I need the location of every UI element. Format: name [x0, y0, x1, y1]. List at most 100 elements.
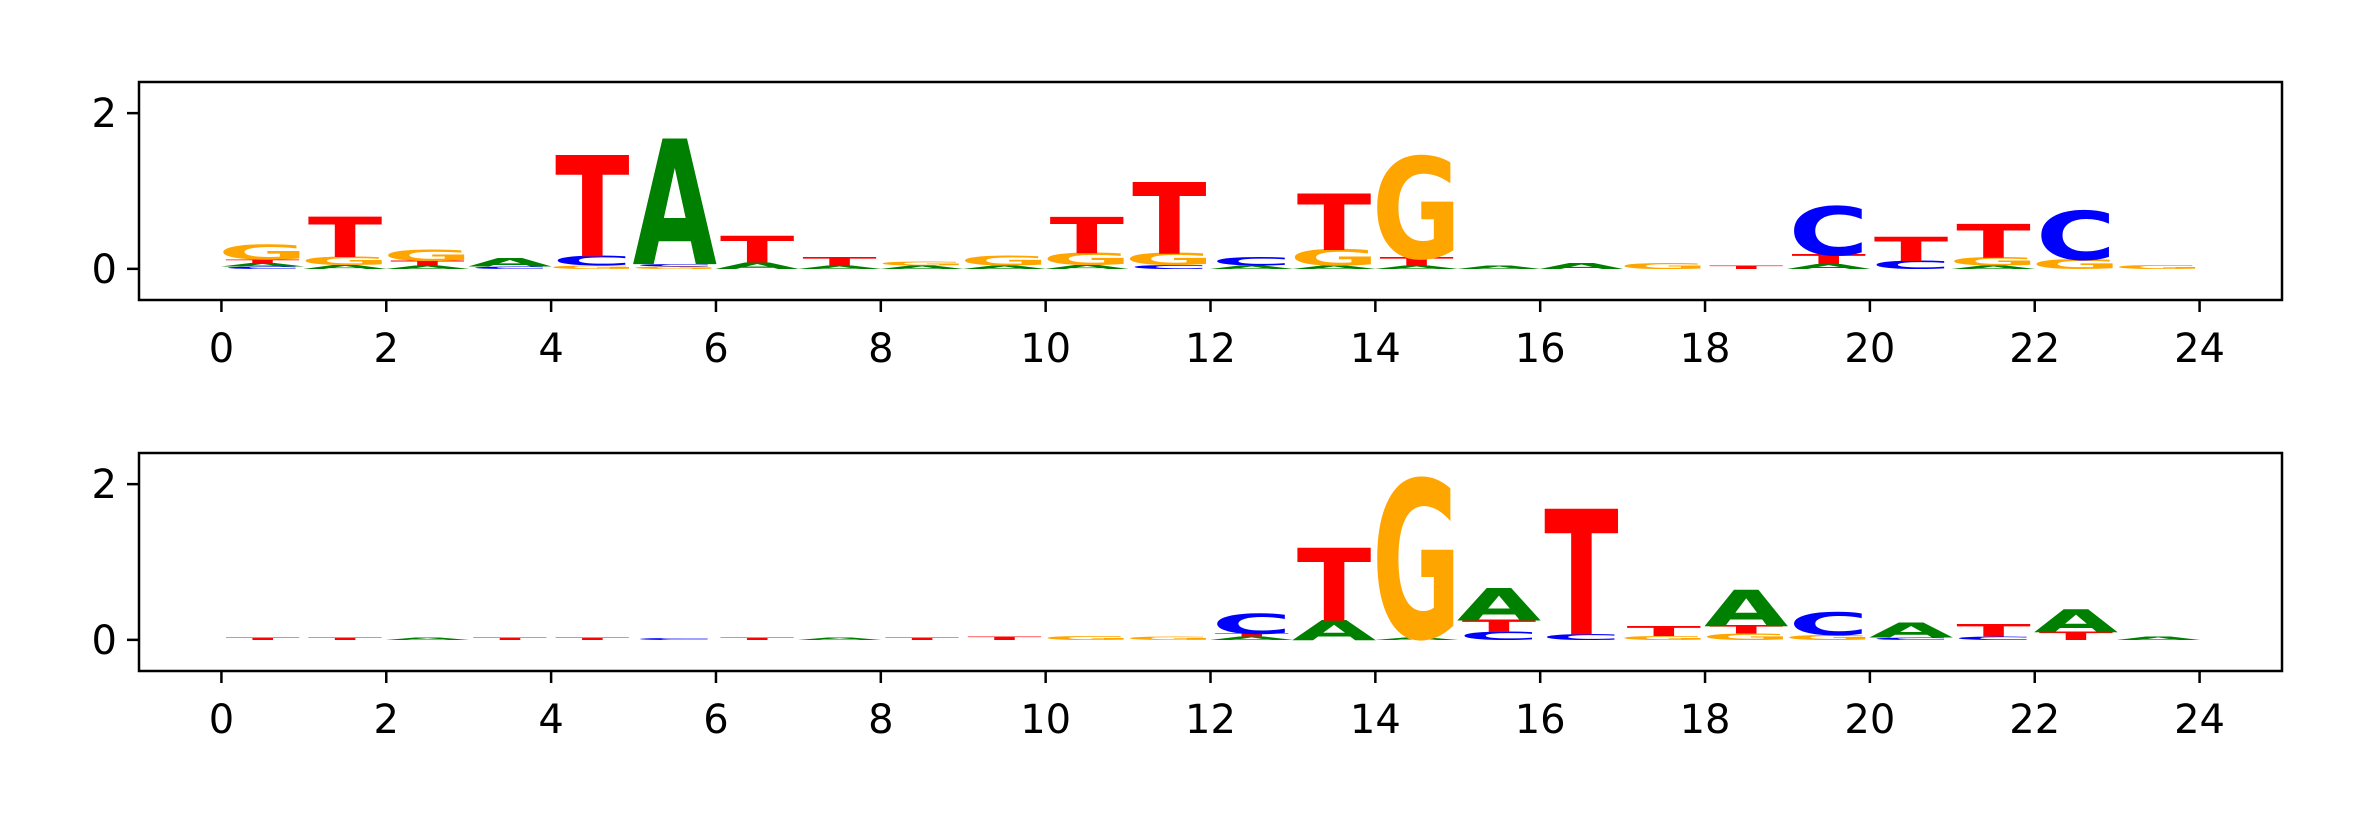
logo-letter-A-pos-10: A	[1045, 264, 1130, 270]
logo-letter-A-pos-14: A	[1374, 637, 1459, 641]
logo-letter-G-pos-8: G	[877, 261, 967, 267]
x-tick-label: 10	[1020, 326, 1071, 372]
x-tick-label: 24	[2174, 697, 2225, 743]
logo-letter-T-pos-10: T	[1050, 207, 1125, 265]
x-tick-label: 24	[2174, 326, 2225, 372]
x-tick-label: 14	[1350, 697, 1401, 743]
x-tick-label: 14	[1350, 326, 1401, 372]
logo-letter-T-pos-20: T	[1874, 230, 1948, 269]
logo-letter-T-pos-4: T	[555, 128, 629, 289]
logo-letter-A-pos-0: A	[220, 262, 305, 267]
logo-letter-C-pos-4: C	[552, 254, 632, 269]
logo-letter-A-pos-15: A	[1457, 579, 1542, 631]
x-tick-label: 4	[538, 697, 563, 743]
logo-letter-T-pos-0: T	[225, 258, 300, 264]
logo-letter-T-pos-19: T	[1791, 252, 1865, 267]
logo-letter-T-pos-13: T	[1297, 179, 1372, 269]
x-tick-label: 6	[703, 697, 728, 743]
logo-letter-T-pos-0: T	[225, 637, 300, 641]
x-tick-label: 2	[374, 326, 399, 372]
logo-letter-C-pos-3: C	[470, 266, 550, 270]
logo-letter-A-pos-6: A	[715, 261, 800, 271]
logo-letter-G-pos-14: G	[1372, 438, 1462, 689]
x-tick-label: 16	[1515, 326, 1566, 372]
logo-letter-T-pos-3: T	[473, 637, 548, 641]
logo-letter-G-pos-17: G	[1619, 635, 1709, 641]
logo-letter-C-pos-19: C	[1789, 194, 1869, 271]
logo-letter-G-pos-14: G	[1372, 130, 1462, 291]
logo-letter-T-pos-15: T	[1462, 617, 1536, 636]
logo-letter-G-pos-18: G	[1701, 632, 1791, 642]
y-tick-label: 0	[92, 247, 117, 293]
logo-letter-T-pos-18: T	[1709, 623, 1784, 636]
logo-letter-A-pos-13: A	[1292, 265, 1377, 270]
x-tick-label: 6	[703, 326, 728, 372]
logo-letter-G-pos-13: G	[1289, 245, 1379, 271]
x-tick-label: 18	[1680, 326, 1731, 372]
x-tick-label: 12	[1185, 326, 1236, 372]
logo-letter-A-pos-2: A	[385, 265, 470, 270]
logo-letter-T-pos-6: T	[720, 229, 795, 272]
logo-letter-A-pos-5: A	[633, 105, 717, 306]
logo-letter-A-pos-18: A	[1704, 580, 1789, 638]
logo-letter-A-pos-1: A	[303, 264, 388, 270]
logo-letter-C-pos-19: C	[1789, 606, 1869, 642]
logo-letter-C-pos-12: C	[1212, 256, 1292, 269]
logo-letter-T-pos-7: T	[802, 256, 877, 269]
logo-letter-G-pos-19: G	[1784, 634, 1874, 642]
logo-letter-G-pos-17: G	[1619, 262, 1709, 271]
logo-letter-T-pos-21: T	[1956, 622, 2030, 641]
y-tick-label: 2	[92, 462, 117, 508]
logo-letter-T-pos-18: T	[1709, 265, 1784, 270]
x-tick-label: 2	[374, 697, 399, 743]
logo-letter-A-pos-12: A	[1209, 265, 1294, 270]
logo-letter-G-pos-23: G	[2114, 264, 2204, 270]
logo-letter-G-pos-0: G	[218, 241, 308, 264]
x-tick-label: 18	[1680, 697, 1731, 743]
logo-letter-A-pos-2: A	[385, 637, 470, 641]
y-tick-label: 0	[92, 618, 117, 664]
logo-letter-T-pos-1: T	[308, 206, 382, 270]
logo-letter-A-pos-3: A	[468, 256, 552, 269]
logo-letter-T-pos-22: T	[2039, 630, 2114, 643]
logo-letter-C-pos-20: C	[1871, 637, 1951, 641]
logo-letter-A-pos-7: A	[797, 265, 882, 270]
logo-letter-A-pos-12: A	[1209, 636, 1294, 641]
logo-letter-A-pos-8: A	[880, 265, 965, 270]
logo-letter-A-pos-20: A	[1869, 619, 1954, 642]
logo-letter-A-pos-14: A	[1374, 265, 1459, 270]
logo-letter-G-pos-2: G	[383, 247, 473, 265]
logo-letter-A-pos-23: A	[2116, 636, 2201, 641]
logo-letter-A-pos-21: A	[1951, 265, 2036, 270]
logo-letter-C-pos-15: C	[1459, 630, 1539, 643]
logo-letter-G-pos-5: G	[630, 266, 720, 270]
x-tick-label: 22	[2009, 326, 2060, 372]
logo-letter-C-pos-16: C	[1541, 633, 1621, 642]
logo-letter-G-pos-10: G	[1042, 250, 1132, 269]
logo-letter-G-pos-22: G	[2031, 257, 2121, 272]
logo-letter-T-pos-13: T	[1297, 528, 1371, 645]
logo-letter-G-pos-21: G	[1949, 256, 2039, 269]
logo-letter-T-pos-1: T	[308, 637, 383, 641]
logo-letter-T-pos-2: T	[390, 260, 465, 268]
logo-letter-A-pos-19: A	[1786, 263, 1871, 271]
logo-letter-T-pos-6: T	[720, 637, 795, 641]
x-tick-label: 8	[868, 697, 893, 743]
logo-letter-C-pos-5: C	[635, 638, 715, 641]
logo-letter-G-pos-1: G	[300, 255, 390, 268]
logo-letter-A-pos-9: A	[962, 265, 1047, 270]
x-tick-label: 8	[868, 326, 893, 372]
logo-letter-G-pos-10: G	[1042, 635, 1132, 641]
logo-letter-G-pos-9: G	[960, 254, 1050, 269]
x-tick-label: 16	[1515, 697, 1566, 743]
x-tick-label: 12	[1185, 697, 1236, 743]
logo-letter-T-pos-17: T	[1627, 624, 1701, 639]
x-tick-label: 22	[2009, 697, 2060, 743]
logo-letter-G-pos-4: G	[548, 265, 638, 270]
logo-letter-G-pos-11: G	[1125, 250, 1215, 269]
logo-letter-A-pos-16: A	[1539, 262, 1624, 271]
logo-letter-A-pos-7: A	[797, 637, 882, 641]
